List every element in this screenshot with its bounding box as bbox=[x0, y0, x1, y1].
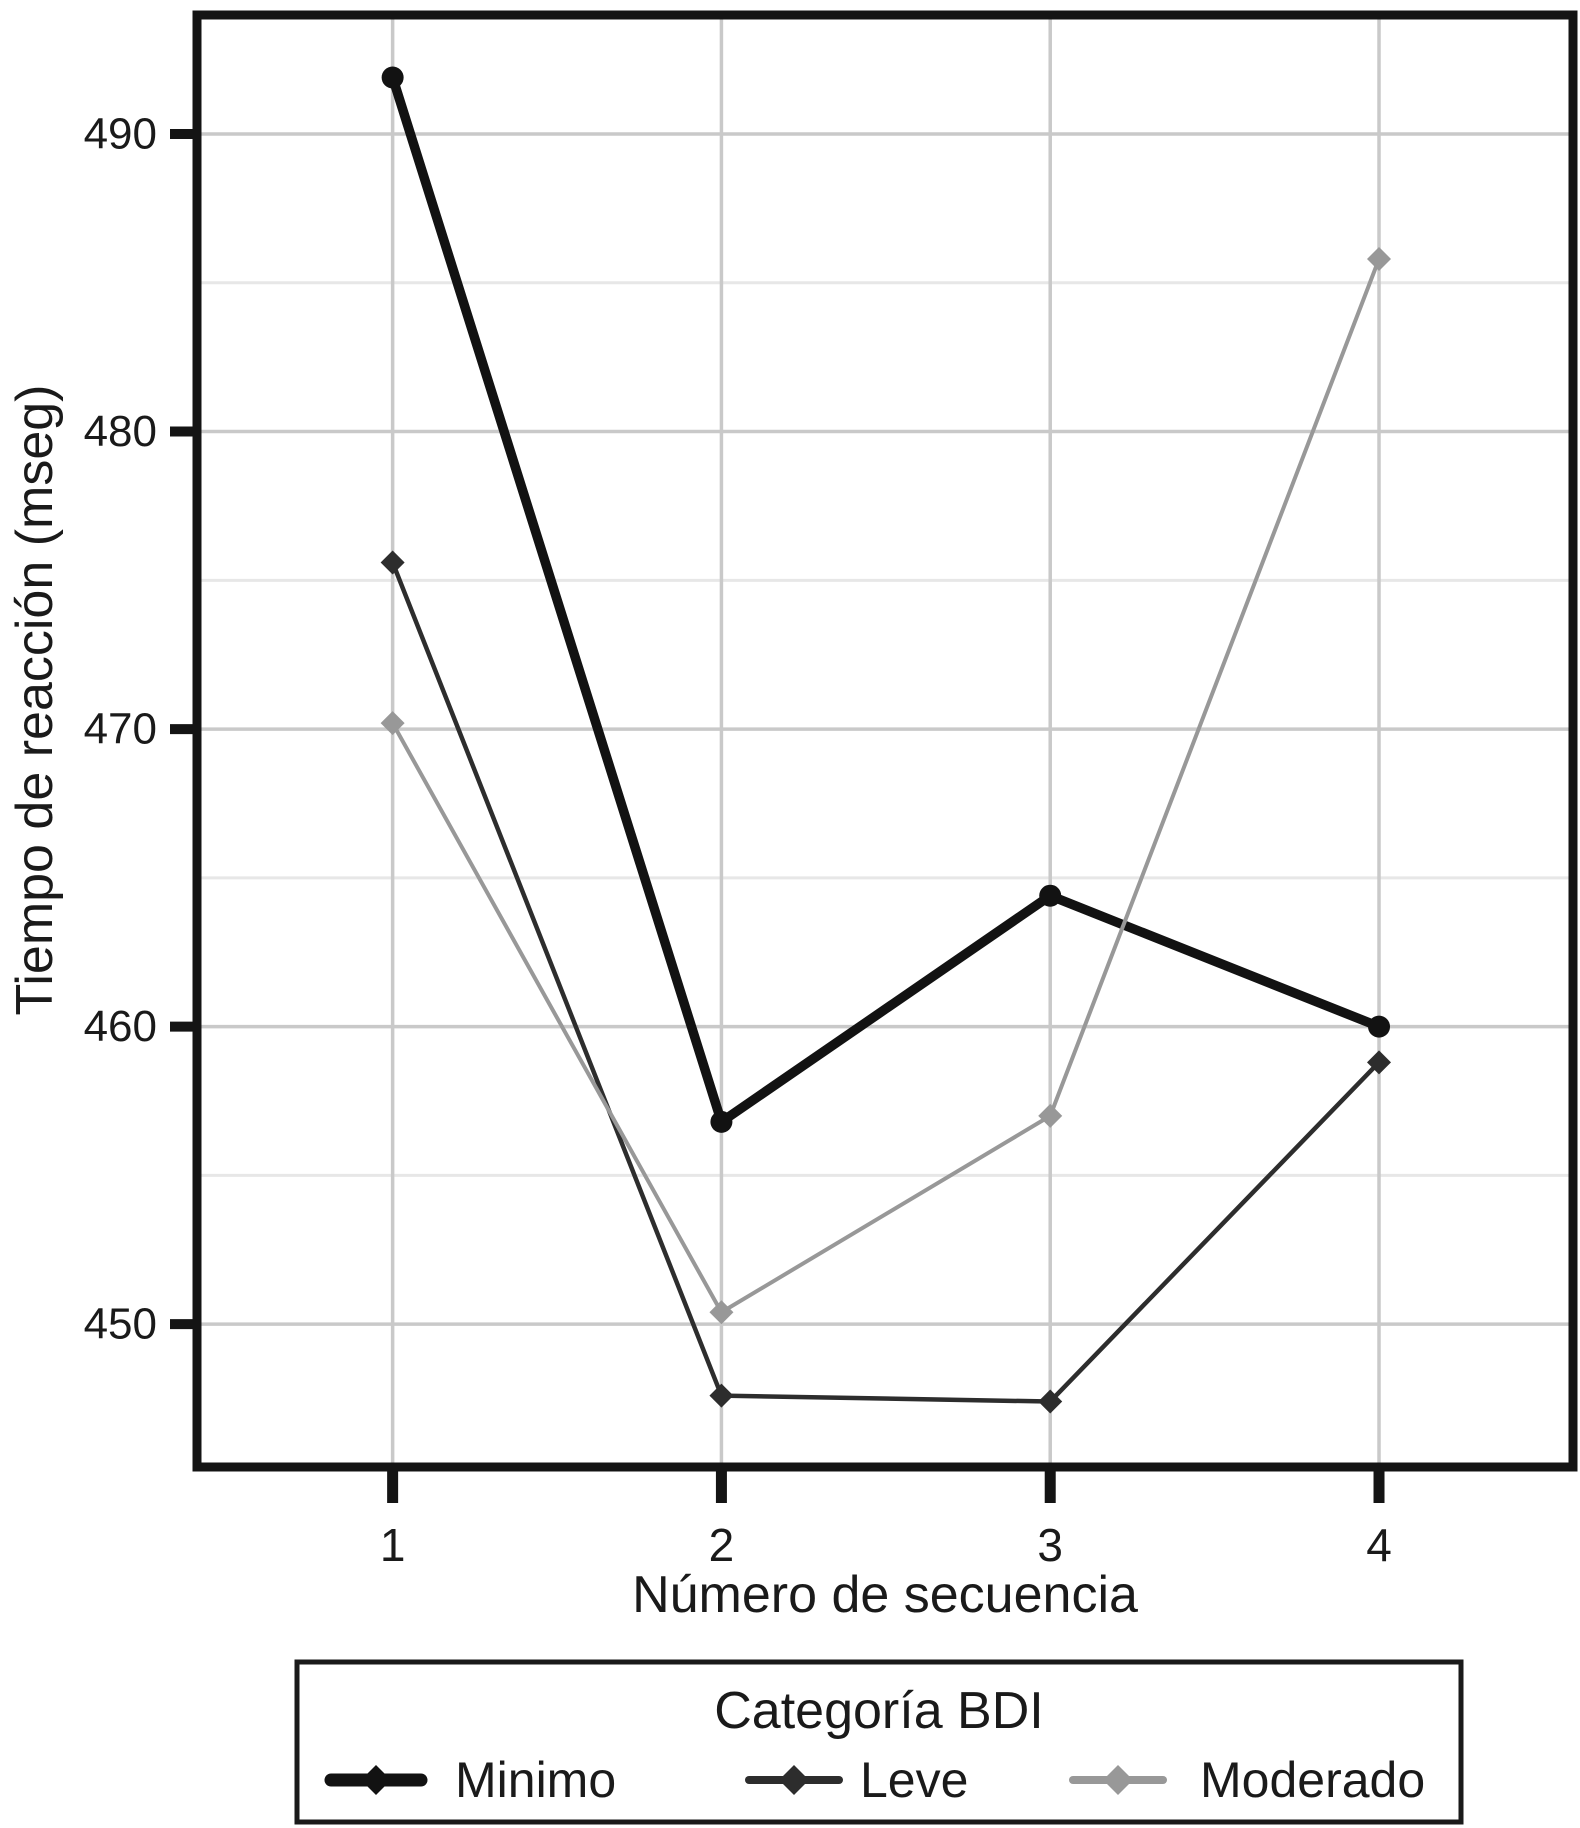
data-series bbox=[380, 66, 1392, 1414]
x-axis-title: Número de secuencia bbox=[632, 1566, 1138, 1624]
axis-ticks bbox=[170, 129, 1385, 1503]
legend-label-moderado: Moderado bbox=[1200, 1752, 1425, 1808]
data-point-moderado-1 bbox=[380, 711, 405, 736]
y-axis-title: Tiempo de reacción (mseg) bbox=[6, 385, 64, 1016]
series-moderado bbox=[380, 246, 1392, 1325]
series-leve bbox=[380, 550, 1392, 1414]
series-line-moderado bbox=[390, 256, 1382, 1315]
y-tick-label: 460 bbox=[84, 1002, 157, 1051]
data-point-minimo-3 bbox=[1039, 884, 1062, 907]
y-tick-label: 450 bbox=[84, 1300, 157, 1349]
plot-frame bbox=[192, 10, 1578, 1472]
legend-entry-moderado: Moderado bbox=[1069, 1752, 1425, 1808]
legend-marker-minimo bbox=[361, 1765, 391, 1795]
legend-box bbox=[294, 1659, 1464, 1825]
legend-label-minimo: Minimo bbox=[455, 1752, 616, 1808]
series-line-leve bbox=[390, 560, 1382, 1404]
legend-entries: Minimo Leve Moderado bbox=[324, 1752, 1425, 1808]
x-tick-label: 3 bbox=[1037, 1519, 1063, 1571]
data-point-minimo-4 bbox=[1368, 1015, 1391, 1038]
data-point-minimo-2 bbox=[710, 1110, 733, 1133]
series-line-minimo bbox=[387, 72, 1384, 1127]
data-point-moderado-3 bbox=[1038, 1103, 1063, 1128]
x-tick-label: 4 bbox=[1366, 1519, 1392, 1571]
tick-labels: 450 460 470 480 490 1 2 3 4 bbox=[84, 110, 1392, 1571]
y-tick-label: 470 bbox=[84, 705, 157, 754]
data-point-moderado-4 bbox=[1367, 246, 1392, 271]
vertical-gridlines bbox=[390, 15, 1381, 1467]
series-minimo bbox=[381, 66, 1391, 1133]
x-tick-label: 2 bbox=[709, 1519, 735, 1571]
data-point-leve-2 bbox=[709, 1383, 734, 1408]
legend: Categoría BDI Minimo Leve Moderado bbox=[294, 1659, 1464, 1825]
legend-entry-minimo: Minimo bbox=[324, 1752, 616, 1808]
legend-entry-leve: Leve bbox=[745, 1752, 968, 1808]
y-tick-label: 490 bbox=[84, 110, 157, 159]
legend-marker-leve bbox=[779, 1765, 809, 1795]
data-point-moderado-2 bbox=[709, 1300, 734, 1325]
data-point-minimo-1 bbox=[381, 66, 404, 89]
y-tick-label: 480 bbox=[84, 407, 157, 456]
data-point-leve-1 bbox=[380, 550, 405, 575]
major-gridlines bbox=[197, 132, 1573, 1326]
x-tick-label: 1 bbox=[380, 1519, 406, 1571]
minor-gridlines bbox=[197, 281, 1573, 1177]
legend-label-leve: Leve bbox=[860, 1752, 968, 1808]
data-point-leve-4 bbox=[1367, 1050, 1392, 1075]
plot-border bbox=[192, 10, 1578, 1472]
legend-title: Categoría BDI bbox=[714, 1682, 1044, 1740]
data-point-leve-3 bbox=[1038, 1389, 1063, 1414]
legend-marker-moderado bbox=[1103, 1765, 1133, 1795]
